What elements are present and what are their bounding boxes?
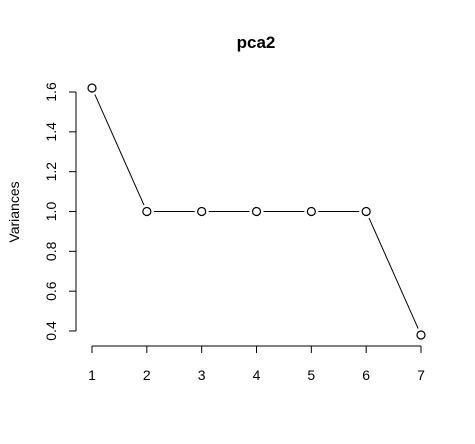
y-tick-label: 1.6	[43, 82, 59, 102]
x-tick-label: 4	[253, 367, 261, 383]
y-tick-label: 0.6	[43, 281, 59, 301]
series-segment	[368, 217, 419, 329]
x-tick-label: 7	[417, 367, 425, 383]
y-axis-label: Variances	[6, 181, 22, 242]
series-line-group	[94, 94, 419, 329]
x-tick-label: 5	[307, 367, 315, 383]
series-segment	[94, 94, 145, 206]
data-point	[197, 206, 207, 217]
x-tick-label: 1	[88, 367, 96, 383]
data-point	[306, 206, 316, 217]
x-tick-label: 2	[143, 367, 151, 383]
y-axis: 0.4 0.6 0.8 1.0 1.2 1.4 1.6	[43, 82, 77, 341]
y-tick-label: 1.4	[43, 122, 59, 142]
x-axis: 1 2 3 4 5 6 7	[88, 345, 425, 383]
data-points	[87, 83, 426, 340]
y-tick-label: 1.2	[43, 162, 59, 182]
x-tick-label: 6	[362, 367, 370, 383]
data-point	[87, 83, 97, 93]
y-tick-label: 0.4	[43, 321, 59, 341]
y-tick-label: 0.8	[43, 241, 59, 261]
x-tick-label: 3	[198, 367, 206, 383]
data-point	[416, 330, 426, 340]
y-tick-label: 1.0	[43, 202, 59, 222]
data-point	[251, 206, 262, 217]
data-point	[142, 206, 152, 217]
chart-title: pca2	[237, 33, 276, 52]
data-point	[361, 206, 371, 217]
